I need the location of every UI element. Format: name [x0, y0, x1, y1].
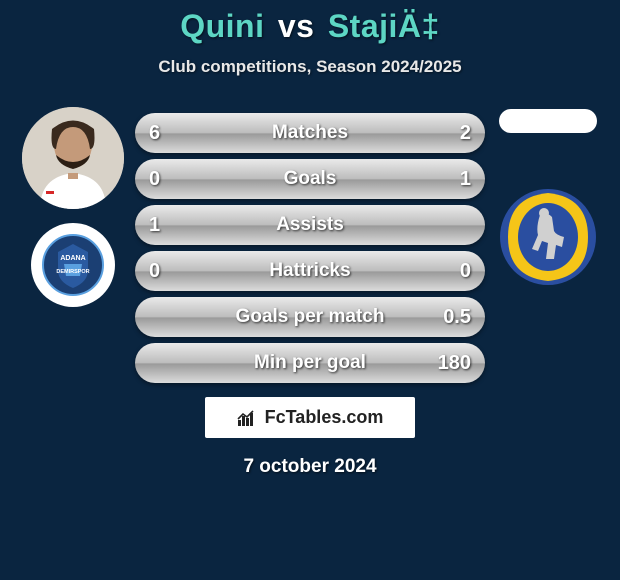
brand-logo-icon: [237, 409, 259, 427]
date-text: 7 october 2024: [243, 456, 376, 478]
stat-right-value: 1: [431, 168, 471, 191]
stat-label: Matches: [272, 122, 348, 144]
stat-row: 0 Hattricks 0: [135, 251, 485, 291]
brand-text: FcTables.com: [265, 407, 384, 428]
stat-right-value: 2: [431, 122, 471, 145]
stat-row: Goals per match 0.5: [135, 297, 485, 337]
svg-text:DEMIRSPOR: DEMIRSPOR: [56, 269, 89, 275]
svg-text:ADANA: ADANA: [60, 255, 85, 262]
player-photo-icon: [22, 107, 124, 209]
stat-label: Assists: [276, 214, 344, 236]
adana-demirspor-icon: ADANA DEMIRSPOR: [42, 234, 104, 296]
subtitle: Club competitions, Season 2024/2025: [158, 57, 461, 77]
stat-left-value: 0: [149, 168, 189, 191]
player2-club-badge: [498, 187, 598, 287]
stat-label: Min per goal: [254, 352, 366, 374]
left-column: ADANA DEMIRSPOR: [20, 107, 125, 307]
stat-left-value: 1: [149, 214, 189, 237]
stat-label: Goals per match: [236, 306, 385, 328]
title-player2: StajiÄ‡: [328, 8, 440, 44]
stat-label: Hattricks: [269, 260, 350, 282]
right-column: [495, 107, 600, 287]
player2-avatar-blank: [499, 109, 597, 133]
stat-right-value: 0.5: [431, 306, 471, 329]
stat-left-value: 6: [149, 122, 189, 145]
stat-row: 0 Goals 1: [135, 159, 485, 199]
main-row: ADANA DEMIRSPOR 6 Matches 2 0 Goals 1 1 Assists…: [10, 107, 610, 383]
page-title: Quini vs StajiÄ‡: [180, 8, 440, 45]
stat-row: 1 Assists: [135, 205, 485, 245]
stats-column: 6 Matches 2 0 Goals 1 1 Assists 0 Hattricks 0 Goals…: [135, 107, 485, 383]
player1-club-badge: ADANA DEMIRSPOR: [31, 223, 115, 307]
stat-right-value: 0: [431, 260, 471, 283]
stat-row: 6 Matches 2: [135, 113, 485, 153]
player1-avatar: [22, 107, 124, 209]
stat-label: Goals: [284, 168, 337, 190]
title-player1: Quini: [180, 8, 264, 44]
panaitolikos-icon: [498, 187, 598, 287]
title-vs: vs: [278, 8, 315, 44]
stat-row: Min per goal 180: [135, 343, 485, 383]
stat-right-value: 180: [431, 352, 471, 375]
brand-badge[interactable]: FcTables.com: [205, 397, 416, 438]
stat-left-value: 0: [149, 260, 189, 283]
root: Quini vs StajiÄ‡ Club competitions, Seas…: [0, 0, 620, 478]
